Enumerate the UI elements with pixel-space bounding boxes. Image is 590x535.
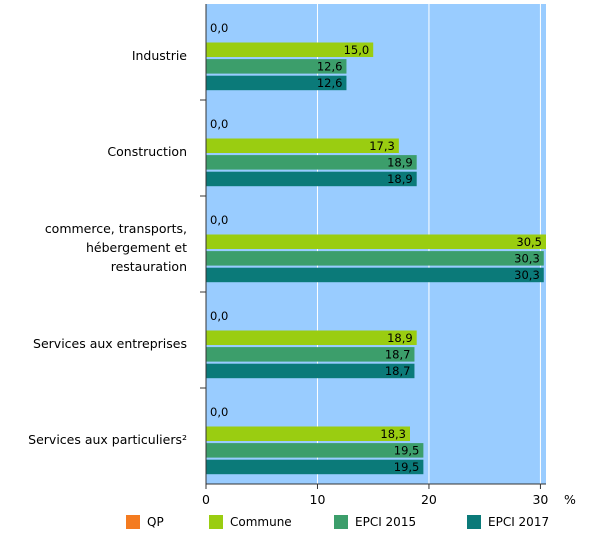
- legend-item-epci-2017: EPCI 2017: [467, 514, 549, 530]
- bar-epci-2015-4: [206, 443, 424, 458]
- data-label-qp-4: 0,0: [210, 405, 228, 419]
- data-label-commune-2: 30,5: [516, 235, 542, 249]
- data-label-epci-2017-2: 30,3: [514, 268, 540, 282]
- category-label-0-0: Industrie: [132, 48, 187, 63]
- category-label-2-2: restauration: [111, 259, 187, 274]
- bar-epci-2017-3: [206, 363, 415, 379]
- bar-epci-2017-2: [206, 267, 544, 283]
- bar-epci-2015-1: [206, 155, 417, 170]
- bar-epci-2017-1: [206, 171, 417, 187]
- data-label-commune-1: 17,3: [369, 139, 395, 153]
- bar-epci-2017-4: [206, 459, 424, 475]
- data-label-epci-2017-0: 12,6: [317, 76, 343, 90]
- category-label-4-0: Services aux particuliers²: [28, 432, 187, 447]
- legend-label-commune: Commune: [230, 515, 292, 529]
- data-label-commune-4: 18,3: [380, 427, 406, 441]
- data-label-qp-2: 0,0: [210, 213, 228, 227]
- x-tick-label-1: 10: [310, 492, 326, 507]
- data-label-epci-2017-4: 19,5: [394, 460, 420, 474]
- bar-epci-2015-3: [206, 347, 415, 362]
- x-tick-label-3: 30: [532, 492, 548, 507]
- bar-epci-2015-2: [206, 251, 544, 266]
- data-label-epci-2017-3: 18,7: [385, 364, 411, 378]
- legend-label-epci-2015: EPCI 2015: [355, 515, 417, 529]
- data-label-qp-0: 0,0: [210, 21, 228, 35]
- data-label-epci-2017-1: 18,9: [387, 172, 413, 186]
- bar-commune-0: [206, 42, 374, 57]
- legend: QP Commune EPCI 2015 EPCI 2017: [0, 514, 590, 534]
- bar-commune-4: [206, 426, 410, 441]
- bar-epci-2017-0: [206, 75, 347, 91]
- data-label-epci-2015-2: 30,3: [514, 252, 540, 266]
- category-label-2-1: hébergement et: [86, 240, 187, 255]
- legend-label-epci-2017: EPCI 2017: [488, 515, 550, 529]
- data-label-epci-2015-0: 12,6: [317, 60, 343, 74]
- legend-swatch-epci-2017: [467, 515, 481, 529]
- data-label-qp-3: 0,0: [210, 309, 228, 323]
- legend-item-qp: QP: [126, 514, 164, 530]
- bar-commune-2: [206, 234, 546, 249]
- legend-swatch-epci-2015: [334, 515, 348, 529]
- data-label-qp-1: 0,0: [210, 117, 228, 131]
- legend-item-epci-2015: EPCI 2015: [334, 514, 416, 530]
- bar-epci-2015-0: [206, 59, 347, 74]
- legend-swatch-commune: [209, 515, 223, 529]
- x-axis-unit-label: %: [564, 492, 576, 507]
- bar-commune-3: [206, 330, 417, 345]
- bar-commune-1: [206, 138, 399, 153]
- data-label-commune-0: 15,0: [344, 43, 370, 57]
- category-label-3-0: Services aux entreprises: [33, 336, 187, 351]
- x-tick-label-0: 0: [202, 492, 210, 507]
- legend-item-commune: Commune: [209, 514, 292, 530]
- data-label-epci-2015-3: 18,7: [385, 348, 411, 362]
- data-label-commune-3: 18,9: [387, 331, 413, 345]
- category-label-2-0: commerce, transports,: [45, 221, 187, 236]
- x-tick-label-2: 20: [421, 492, 437, 507]
- category-label-1-0: Construction: [107, 144, 187, 159]
- legend-label-qp: QP: [147, 515, 164, 529]
- data-label-epci-2015-1: 18,9: [387, 156, 413, 170]
- data-label-epci-2015-4: 19,5: [394, 444, 420, 458]
- legend-swatch-qp: [126, 515, 140, 529]
